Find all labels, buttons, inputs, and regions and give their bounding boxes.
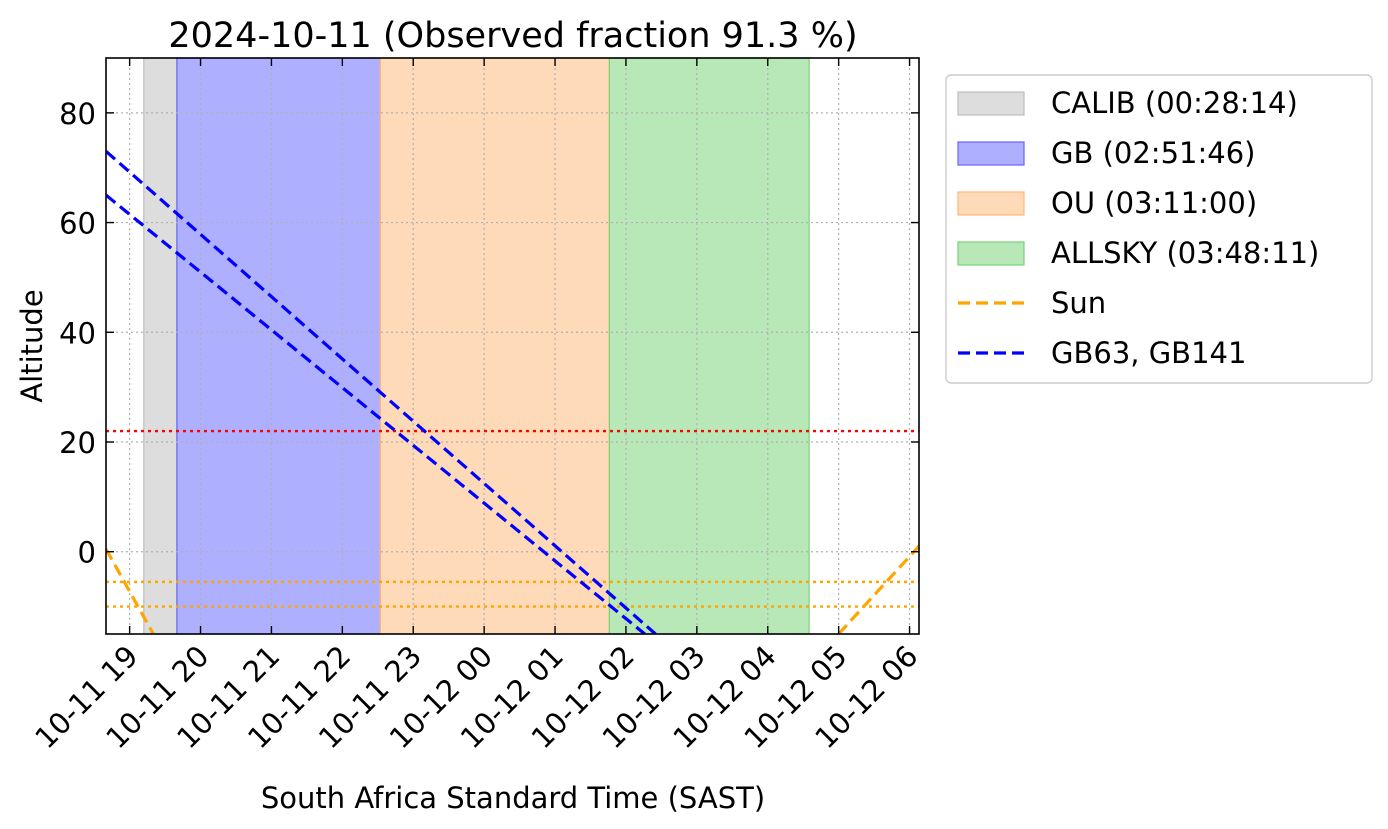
y-tick-label: 80 [59, 97, 96, 131]
chart-title: 2024-10-11 (Observed fraction 91.3 %) [168, 16, 857, 56]
span-1 [143, 57, 178, 635]
span-2 [176, 57, 381, 635]
legend-label: ALLSKY (03:48:11) [1051, 236, 1319, 270]
legend-label: OU (03:11:00) [1051, 186, 1257, 220]
legend-swatch-4 [957, 241, 1025, 266]
legend-swatch-1 [957, 91, 1025, 116]
y-tick-label: 60 [59, 207, 96, 241]
span-4 [608, 57, 810, 635]
y-tick-label: 40 [59, 316, 96, 350]
legend-swatch-2 [957, 141, 1025, 166]
legend-swatch-3 [957, 191, 1025, 216]
y-tick-label: 0 [78, 536, 96, 570]
legend-label: CALIB (00:28:14) [1051, 86, 1298, 120]
span-3 [379, 57, 610, 635]
legend-label: Sun [1051, 286, 1106, 320]
plot-frame [105, 57, 920, 635]
x-axis-label: South Africa Standard Time (SAST) [261, 781, 765, 815]
legend-box [945, 74, 1373, 384]
series-sun-line-2 [837, 545, 919, 634]
y-axis-label: Altitude [15, 289, 49, 402]
y-tick-label: 20 [59, 426, 96, 460]
legend-label: GB (02:51:46) [1051, 136, 1255, 170]
legend-label: GB63, GB141 [1051, 336, 1246, 370]
series-gb63-gb141-line-2 [106, 193, 646, 634]
series-group [106, 150, 919, 634]
series-gb63-gb141-line-1 [106, 150, 657, 634]
series-sun-line-1 [106, 548, 155, 634]
